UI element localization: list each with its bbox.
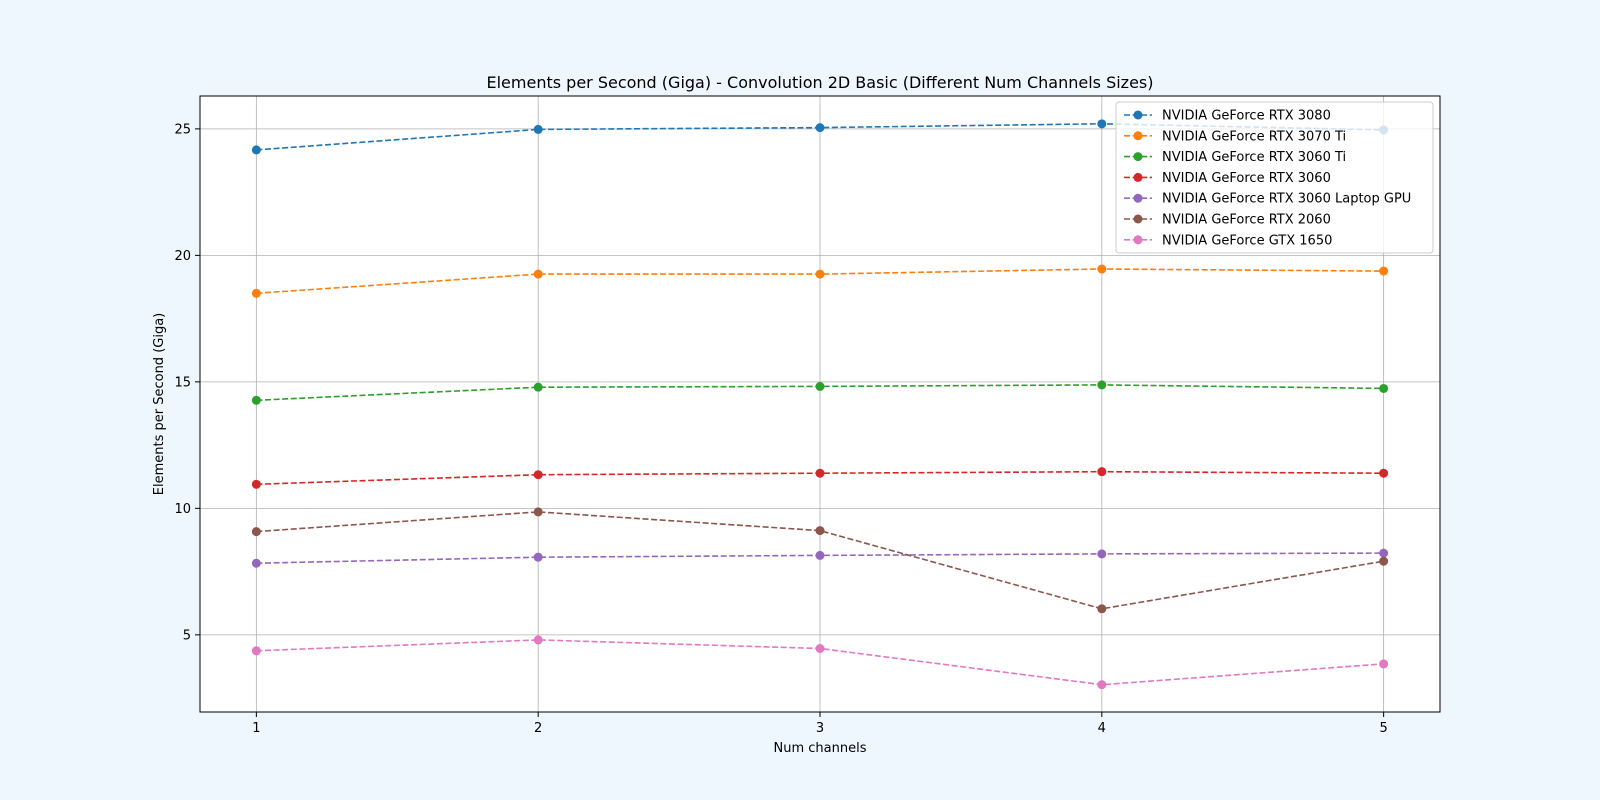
data-point (815, 550, 825, 560)
x-tick-label: 2 (534, 721, 542, 736)
series-group (251, 467, 1389, 489)
y-tick-label: 25 (174, 122, 191, 137)
x-tick-label: 1 (252, 721, 260, 736)
x-axis-ticks: 1 2 3 4 5 (252, 712, 1388, 736)
data-point (1097, 119, 1107, 129)
series-group (251, 548, 1389, 568)
data-point (251, 288, 261, 298)
data-point (815, 381, 825, 391)
legend-marker (1133, 235, 1143, 245)
legend-entry: NVIDIA GeForce RTX 3080 (1124, 109, 1331, 124)
data-point (251, 479, 261, 489)
data-point (815, 123, 825, 133)
data-point (533, 124, 543, 134)
data-point (533, 635, 543, 645)
legend-marker (1133, 193, 1143, 203)
data-point (1379, 548, 1389, 558)
data-point (251, 395, 261, 405)
legend: NVIDIA GeForce RTX 3080 NVIDIA GeForce RT… (1115, 101, 1434, 254)
data-point (1097, 604, 1107, 614)
legend-entry: NVIDIA GeForce RTX 3060 Ti (1124, 150, 1346, 165)
data-point (815, 269, 825, 279)
y-axis-ticks: 5 10 15 20 25 (174, 122, 200, 643)
data-point (251, 527, 261, 537)
data-point (533, 382, 543, 392)
data-point (533, 507, 543, 517)
data-point (1379, 556, 1389, 566)
legend-entry: NVIDIA GeForce RTX 2060 (1124, 213, 1331, 228)
data-point (1379, 468, 1389, 478)
data-point (1379, 659, 1389, 669)
legend-marker (1133, 131, 1143, 141)
data-point (815, 468, 825, 478)
data-point (533, 470, 543, 480)
data-point (251, 145, 261, 155)
y-tick-label: 5 (183, 628, 191, 643)
x-tick-label: 3 (816, 721, 824, 736)
legend-entry: NVIDIA GeForce RTX 3060 Laptop GPU (1124, 192, 1411, 207)
data-point (1097, 264, 1107, 274)
x-tick-label: 4 (1098, 721, 1106, 736)
legend-marker (1133, 214, 1143, 224)
legend-label: NVIDIA GeForce RTX 3060 Ti (1162, 150, 1346, 165)
legend-box (1115, 101, 1434, 254)
legend-label: NVIDIA GeForce RTX 3060 (1162, 171, 1331, 186)
data-point (251, 646, 261, 656)
legend-label: NVIDIA GeForce GTX 1650 (1162, 233, 1332, 248)
legend-entry: NVIDIA GeForce RTX 3070 Ti (1124, 129, 1346, 144)
data-point (1097, 467, 1107, 477)
data-point (1097, 680, 1107, 690)
data-point (533, 269, 543, 279)
data-point (251, 558, 261, 568)
legend-label: NVIDIA GeForce RTX 3060 Laptop GPU (1162, 192, 1411, 207)
legend-label: NVIDIA GeForce RTX 2060 (1162, 213, 1331, 228)
data-point (1379, 266, 1389, 276)
x-axis-label: Num channels (774, 741, 867, 756)
legend-marker (1133, 152, 1143, 162)
legend-label: NVIDIA GeForce RTX 3070 Ti (1162, 129, 1346, 144)
legend-label: NVIDIA GeForce RTX 3080 (1162, 109, 1331, 124)
series-group (251, 635, 1389, 690)
legend-entry: NVIDIA GeForce GTX 1650 (1124, 233, 1332, 248)
data-point (1379, 383, 1389, 393)
series-group (251, 264, 1389, 298)
data-point (815, 644, 825, 654)
legend-entry: NVIDIA GeForce RTX 3060 (1124, 171, 1331, 186)
y-tick-label: 15 (174, 375, 191, 390)
data-point (533, 552, 543, 562)
data-point (815, 526, 825, 536)
data-point (1097, 380, 1107, 390)
legend-marker (1133, 110, 1143, 120)
y-tick-label: 10 (174, 502, 191, 517)
data-point (1097, 549, 1107, 559)
y-tick-label: 20 (174, 249, 191, 264)
x-tick-label: 5 (1379, 721, 1387, 736)
legend-marker (1133, 172, 1143, 182)
y-axis-label: Elements per Second (Giga) (152, 313, 167, 495)
series-group (251, 380, 1389, 405)
series-group (251, 507, 1389, 614)
chart-title: Elements per Second (Giga) - Convolution… (487, 73, 1154, 92)
